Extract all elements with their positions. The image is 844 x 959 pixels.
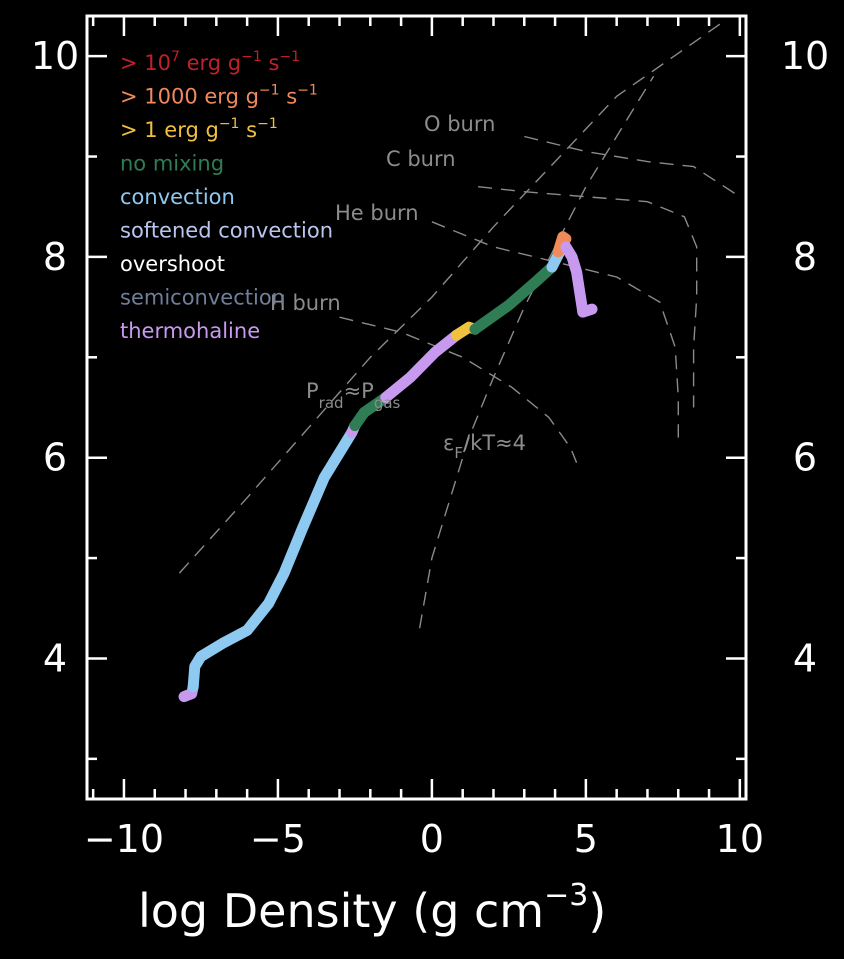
prad-pgas-line	[178, 20, 725, 574]
legend-item: no mixing	[120, 152, 224, 176]
tick-labels: −10 −5 0 5 10 4 4 6 6 8 8 10 10	[31, 34, 829, 861]
track-segment	[469, 261, 558, 335]
he-burn-line	[431, 221, 679, 438]
ef-rest: /kT≈4	[463, 431, 526, 455]
legend-label-tail: s	[280, 85, 298, 109]
legend-label: > 1000 erg g	[120, 85, 259, 109]
h-burn-label: H burn	[270, 291, 341, 315]
plot-frame	[85, 14, 748, 801]
h-burn-line	[339, 316, 578, 463]
x-tick-label: −10	[84, 817, 164, 861]
track-segment	[187, 427, 358, 693]
prad-pgas-label: Prad≈Pgas	[306, 379, 401, 412]
ef-sub: F	[454, 444, 463, 462]
legend-label: no mixing	[120, 152, 224, 176]
legend-label: > 1 erg g	[120, 118, 219, 142]
reference-lines	[178, 20, 741, 629]
track-segment	[552, 231, 572, 258]
legend-sup: −1	[259, 83, 280, 99]
y-tick-label-left: 6	[43, 436, 67, 480]
legend-sup: −1	[241, 49, 262, 65]
prad-approx: ≈P	[344, 379, 374, 403]
y-tick-label-right: 8	[793, 235, 817, 279]
evolution-track	[178, 231, 598, 703]
x-tick-label: −5	[250, 817, 306, 861]
y-tick-label-right: 4	[793, 636, 817, 680]
legend: > 107 erg g−1 s−1> 1000 erg g−1 s−1> 1 e…	[120, 49, 333, 343]
x-tick-label: 0	[420, 817, 444, 861]
legend-item: thermohaline	[120, 319, 260, 343]
he-burn-label: He burn	[335, 201, 419, 225]
legend-sup: −1	[279, 49, 300, 65]
y-tick-label-right: 6	[793, 436, 817, 480]
legend-label: thermohaline	[120, 319, 260, 343]
c-burn-label: C burn	[386, 147, 456, 171]
legend-label: overshoot	[120, 252, 225, 276]
legend-sup: −1	[219, 116, 240, 132]
legend-sup: −1	[257, 116, 278, 132]
legend-item: > 1000 erg g−1 s−1	[120, 83, 318, 109]
legend-item: overshoot	[120, 252, 225, 276]
legend-label-tail: s	[239, 118, 257, 142]
legend-item: softened convection	[120, 219, 333, 243]
legend-item: convection	[120, 185, 235, 209]
y-tick-label-left: 10	[31, 34, 79, 78]
track-segment	[349, 392, 392, 432]
x-tick-label: 5	[574, 817, 598, 861]
legend-label: > 10	[120, 51, 171, 75]
legend-label-mid: erg g	[180, 51, 241, 75]
annotations: O burn C burn He burn H burn Prad≈Pgas εF/kT≈…	[270, 112, 526, 462]
track-segment	[380, 329, 462, 403]
track-segment	[560, 241, 598, 318]
ef-kt-label: εF/kT≈4	[443, 431, 526, 462]
legend-sup: 7	[171, 49, 180, 65]
x-title-exp: −3	[544, 878, 588, 913]
prad-sub: rad	[319, 394, 344, 412]
y-tick-label-left: 4	[43, 636, 67, 680]
y-tick-label-right: 10	[781, 34, 829, 78]
y-tick-label-left: 8	[43, 235, 67, 279]
legend-label: convection	[120, 185, 235, 209]
c-burn-line	[478, 186, 698, 408]
ef-kt-line	[418, 75, 655, 629]
legend-item: > 107 erg g−1 s−1	[120, 49, 300, 75]
pgas-sub: gas	[374, 394, 401, 412]
prad-p: P	[306, 379, 319, 403]
x-axis-title: log Density (g cm−3)	[138, 878, 606, 938]
o-burn-label: O burn	[424, 112, 495, 136]
legend-item: semiconvection	[120, 286, 285, 310]
x-tick-label: 10	[716, 817, 764, 861]
x-title-main: log Density (g cm	[138, 884, 544, 938]
ef-eps: ε	[443, 431, 454, 455]
legend-sup: −1	[297, 83, 318, 99]
tick-marks	[87, 16, 746, 799]
o-burn-line	[524, 135, 741, 198]
x-title-close: )	[588, 884, 606, 938]
legend-label: softened convection	[120, 219, 333, 243]
legend-label-tail: s	[262, 51, 280, 75]
legend-label: semiconvection	[120, 286, 285, 310]
legend-item: > 1 erg g−1 s−1	[120, 116, 278, 142]
